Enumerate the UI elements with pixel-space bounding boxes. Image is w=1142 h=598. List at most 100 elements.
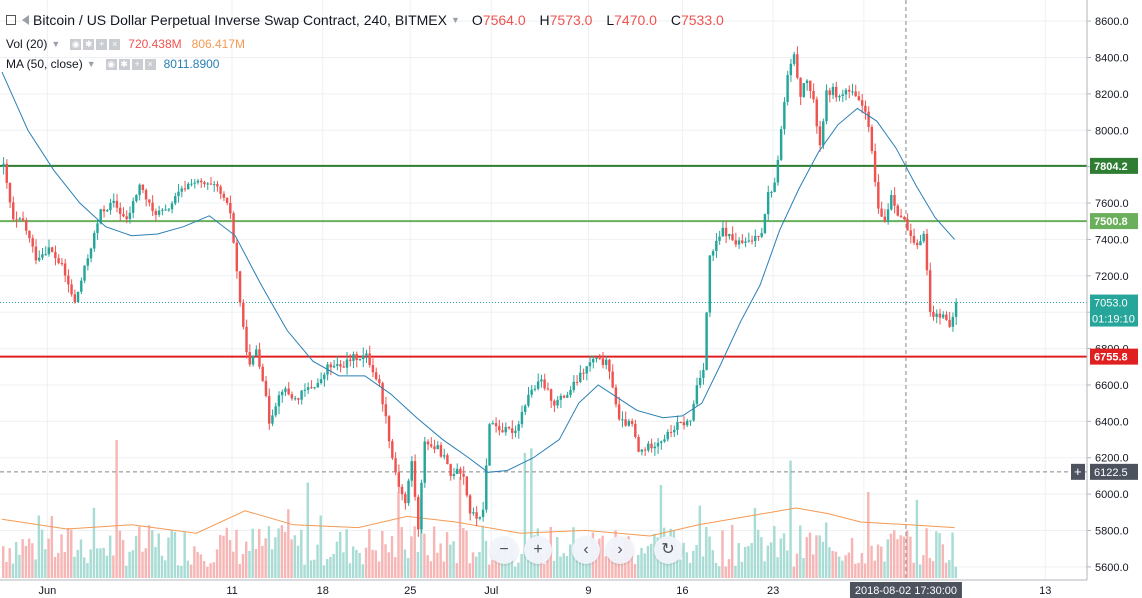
candle-body xyxy=(264,380,268,396)
volume-bar xyxy=(390,536,394,578)
candle-body xyxy=(455,468,459,475)
gear-icon[interactable]: ✱ xyxy=(118,58,130,70)
scroll-right-button[interactable]: › xyxy=(606,536,634,564)
close-icon[interactable]: × xyxy=(109,38,121,50)
candle-body xyxy=(630,420,634,424)
candle-body xyxy=(857,96,861,101)
add-level-button-bg xyxy=(1071,463,1085,480)
candle-body xyxy=(634,423,637,438)
last-price-tag xyxy=(1090,294,1138,327)
close-icon[interactable]: × xyxy=(144,58,156,70)
candle-body xyxy=(180,188,183,192)
volume-bar xyxy=(2,546,5,578)
open-label: O xyxy=(471,12,483,28)
volume-bar xyxy=(941,544,945,578)
volume-bar xyxy=(34,559,37,578)
volume-bar xyxy=(523,452,527,578)
candle-body xyxy=(877,182,880,209)
candle-body xyxy=(384,404,388,417)
candle-body xyxy=(277,395,281,407)
volume-bar xyxy=(338,531,342,578)
level-price-tag xyxy=(1090,348,1138,365)
ma-indicator-label[interactable]: MA (50, close) xyxy=(6,57,83,71)
candle-body xyxy=(400,486,404,495)
candle-body xyxy=(381,383,384,405)
candle-body xyxy=(922,233,925,242)
time-tick-label: 25 xyxy=(404,585,416,597)
candle-body xyxy=(938,313,942,318)
volume-bar xyxy=(147,525,151,578)
zoom-in-button[interactable]: + xyxy=(524,536,552,564)
candle-body xyxy=(306,387,310,390)
candle-body xyxy=(18,218,21,220)
volume-bar xyxy=(659,485,663,578)
volume-bar xyxy=(899,535,902,578)
time-tick-label: Jun xyxy=(38,585,56,597)
gear-icon[interactable]: ✱ xyxy=(83,38,95,50)
plus-icon[interactable]: + xyxy=(131,58,143,70)
candle-body xyxy=(734,240,737,245)
collapse-square-icon[interactable] xyxy=(6,15,16,25)
candle-body xyxy=(627,420,631,426)
volume-bar xyxy=(86,563,89,578)
candle-body xyxy=(747,240,750,242)
chevron-down-icon[interactable]: ▼ xyxy=(51,39,61,49)
eye-icon[interactable]: ◉ xyxy=(105,58,117,70)
candle-body xyxy=(439,445,443,457)
volume-bar xyxy=(863,563,867,578)
volume-bar xyxy=(562,553,565,578)
volume-bar xyxy=(99,548,102,578)
ma50-line xyxy=(1,71,955,473)
volume-bar xyxy=(925,528,928,578)
volume-bar xyxy=(138,526,141,578)
high-value: 7573.0 xyxy=(549,12,593,28)
candle-body xyxy=(676,421,679,430)
candle-body xyxy=(815,99,818,127)
candle-body xyxy=(336,364,339,366)
scroll-left-button[interactable]: ‹ xyxy=(572,536,600,564)
candle-body xyxy=(345,359,349,368)
candle-body xyxy=(553,400,556,406)
volume-bar xyxy=(763,561,766,578)
candle-body xyxy=(47,247,51,255)
plus-icon[interactable]: + xyxy=(96,38,108,50)
volume-bar xyxy=(413,526,416,578)
volume-value: 720.438M xyxy=(128,37,182,51)
candle-body xyxy=(426,441,430,445)
candle-body xyxy=(105,210,109,212)
candle-body xyxy=(948,319,951,327)
eye-icon[interactable]: ◉ xyxy=(70,38,82,50)
volume-bar xyxy=(630,547,633,578)
volume-bar xyxy=(468,563,471,578)
volume-bar xyxy=(377,561,381,578)
volume-bar xyxy=(646,545,650,578)
candle-body xyxy=(161,209,164,211)
volume-bar xyxy=(721,530,724,578)
volume-bar xyxy=(18,554,21,578)
volume-bar xyxy=(283,531,287,578)
candle-body xyxy=(517,424,520,431)
chevron-down-icon[interactable]: ▼ xyxy=(86,59,96,69)
candle-body xyxy=(896,205,899,216)
volume-bar xyxy=(70,529,73,578)
volume-bar xyxy=(245,541,248,578)
volume-bar xyxy=(267,526,271,578)
level-price-label: 7804.2 xyxy=(1094,161,1128,173)
volume-indicator-label[interactable]: Vol (20) xyxy=(6,37,48,51)
chevron-down-icon[interactable]: ▼ xyxy=(450,15,460,25)
reset-chart-button[interactable]: ↻ xyxy=(654,536,682,564)
volume-bar xyxy=(397,492,400,578)
symbol-title[interactable]: Bitcoin / US Dollar Perpetual Inverse Sw… xyxy=(33,12,447,28)
candle-body xyxy=(238,271,242,303)
candle-body xyxy=(229,202,232,214)
volume-bar xyxy=(520,553,523,578)
candle-body xyxy=(935,313,938,317)
candle-body xyxy=(141,184,145,191)
volume-bar xyxy=(290,539,293,578)
volume-bar xyxy=(410,536,413,578)
flag-icon[interactable] xyxy=(22,15,29,25)
candle-body xyxy=(290,394,294,399)
zoom-out-button[interactable]: − xyxy=(490,536,518,564)
candle-body xyxy=(705,312,708,370)
